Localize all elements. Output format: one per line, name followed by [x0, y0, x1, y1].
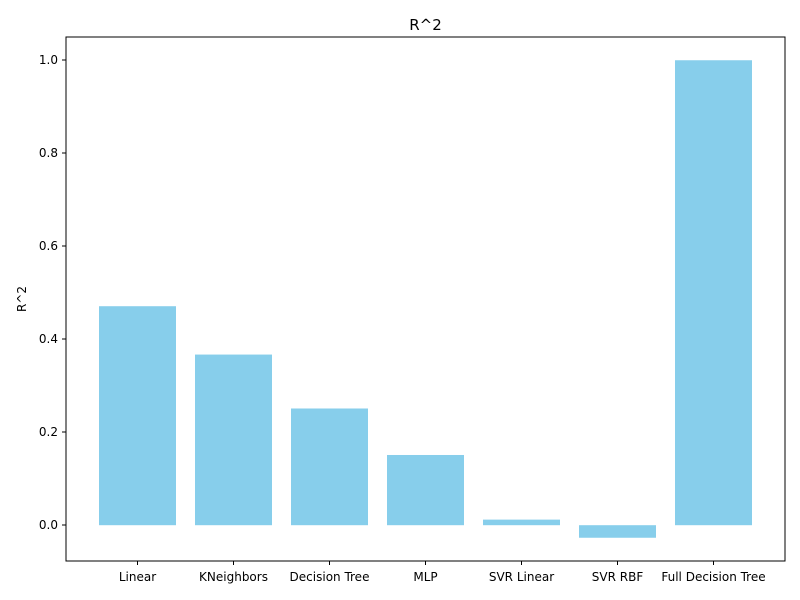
x-tick-label: Full Decision Tree	[661, 570, 765, 584]
x-tick-label: MLP	[413, 570, 437, 584]
y-tick-label: 0.6	[39, 239, 58, 253]
bar-decision-tree	[291, 408, 368, 526]
x-tick-label: SVR Linear	[489, 570, 554, 584]
y-axis-label: R^2	[15, 286, 29, 312]
bar-kneighbors	[195, 354, 272, 526]
bar-svr-rbf	[579, 525, 656, 538]
y-tick-label: 0.0	[39, 518, 58, 532]
x-axis: Linear KNeighbors Decision Tree MLP SVR Line…	[119, 561, 766, 584]
y-tick-label: 0.2	[39, 425, 58, 439]
y-tick-label: 0.4	[39, 332, 58, 346]
x-tick-label: Decision Tree	[290, 570, 370, 584]
x-tick-label: KNeighbors	[199, 570, 268, 584]
bar-linear	[99, 306, 176, 526]
plot-frame	[65, 36, 786, 562]
bar-mlp	[387, 454, 464, 526]
x-tick-label: SVR RBF	[592, 570, 644, 584]
y-tick-label: 0.8	[39, 146, 58, 160]
bars-group	[99, 60, 752, 538]
y-axis: 0.0 0.2 0.4 0.6 0.8 1.0	[39, 53, 66, 532]
bar-full-decision-tree	[675, 60, 752, 526]
chart-title: R^2	[409, 16, 442, 34]
x-tick-label: Linear	[119, 570, 156, 584]
bar-svr-linear	[483, 519, 560, 526]
y-tick-label: 1.0	[39, 53, 58, 67]
